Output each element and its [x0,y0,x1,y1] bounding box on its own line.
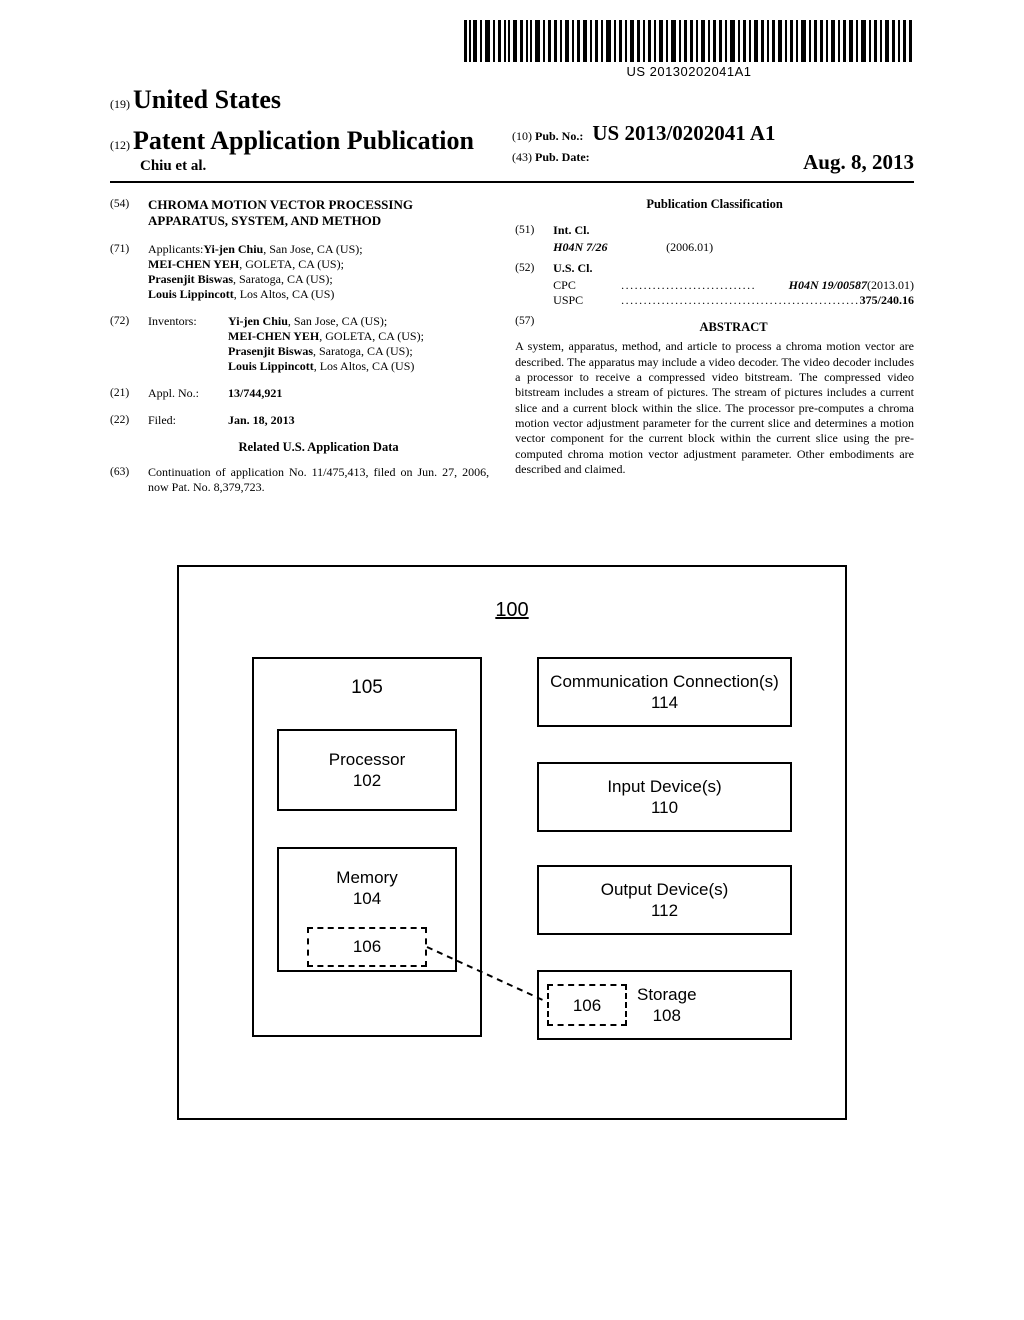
header-country-line: (19) United States [110,85,914,115]
applicant-2: MEI-CHEN YEH [148,257,239,271]
filed-label: Filed: [148,413,228,428]
field-63-num: (63) [110,465,148,495]
doc-type-line: (12) Patent Application Publication [110,126,512,156]
storage-box: 106 Storage 108 [537,970,792,1040]
inventor-3: Prasenjit Biswas [228,344,313,358]
field-22-num: (22) [110,413,148,428]
inventor-1: Yi-jen Chiu [228,314,288,328]
continuation-text: Continuation of application No. 11/475,4… [148,465,489,495]
inventor-2-loc: , GOLETA, CA (US); [319,329,424,343]
int-cl-line: H04N 7/26 (2006.01) [515,240,914,255]
pub-class-title: Publication Classification [515,197,914,213]
cpc-label: CPC [553,278,621,293]
inventors-label: Inventors: [148,314,228,374]
dots: .............................. [621,278,789,293]
output-num: 112 [651,900,678,921]
applicant-2-loc: , GOLETA, CA (US); [239,257,344,271]
code-43: (43) [512,150,532,164]
processor-num: 102 [353,770,381,791]
memory-label: Memory [336,867,397,888]
input-box: Input Device(s) 110 [537,762,792,832]
barcode-text: US 20130202041A1 [464,64,914,79]
applicant-3: Prasenjit Biswas [148,272,233,286]
storage-label: Storage [637,984,697,1005]
comm-label: Communication Connection(s) [550,671,779,692]
uspc-label: USPC [553,293,621,308]
comm-box: Communication Connection(s) 114 [537,657,792,727]
box-106-right-num: 106 [573,995,601,1016]
field-54-num: (54) [110,197,148,230]
field-57-num: (57) [515,314,553,340]
field-71-num: (71) [110,242,148,302]
field-21-num: (21) [110,386,148,401]
int-cl-code: H04N 7/26 [553,240,663,255]
figure-number: 100 [179,599,845,622]
dots-2: ........................................… [621,293,860,308]
author-line: Chiu et al. [110,158,512,175]
pub-no-line: (10) Pub. No.: US 2013/0202041 A1 [512,121,914,146]
field-51-num: (51) [515,223,553,238]
storage-num: 108 [637,1005,697,1026]
cpc-val: H04N 19/00587 [789,278,867,293]
inventors: Yi-jen Chiu, San Jose, CA (US); MEI-CHEN… [228,314,489,374]
processor-label: Processor [329,749,406,770]
cpc-year: (2013.01) [867,278,914,293]
code-12: (12) [110,138,130,152]
inventor-1-loc: , San Jose, CA (US); [288,314,387,328]
abstract-text: A system, apparatus, method, and article… [515,339,914,477]
pub-date-line: (43) Pub. Date: Aug. 8, 2013 [512,150,914,165]
pub-no: US 2013/0202041 A1 [592,121,775,145]
country: United States [133,85,281,114]
code-10: (10) [512,129,532,143]
doc-type: Patent Application Publication [133,126,474,155]
barcode-area: US 20130202041A1 [110,20,914,81]
barcode: US 20130202041A1 [464,20,914,79]
invention-title: CHROMA MOTION VECTOR PROCESSING APPARATU… [148,197,489,230]
us-cl-label: U.S. Cl. [553,261,914,276]
int-cl-label: Int. Cl. [553,223,914,238]
output-label: Output Device(s) [601,879,729,900]
abstract-label: ABSTRACT [553,320,914,336]
applicants: Applicants:Yi-jen Chiu, San Jose, CA (US… [148,242,489,302]
right-column: Publication Classification (51) Int. Cl.… [515,197,914,495]
field-52-num: (52) [515,261,553,276]
applicant-3-loc: , Saratoga, CA (US); [233,272,333,286]
memory-num: 104 [353,888,381,909]
input-num: 110 [651,797,678,818]
pub-date: Aug. 8, 2013 [803,150,914,175]
applicant-1-loc: , San Jose, CA (US); [263,242,362,256]
processor-box: Processor 102 [277,729,457,811]
left-column: (54) CHROMA MOTION VECTOR PROCESSING APP… [110,197,489,495]
box-106-left-num: 106 [353,937,381,957]
appl-no: 13/744,921 [228,386,489,401]
applicants-label: Applicants: [148,242,203,256]
output-box: Output Device(s) 112 [537,865,792,935]
applicant-4: Louis Lippincott [148,287,234,301]
pub-date-label: Pub. Date: [535,150,590,164]
filed-date: Jan. 18, 2013 [228,413,489,428]
inventor-3-loc: , Saratoga, CA (US); [313,344,413,358]
input-label: Input Device(s) [607,776,721,797]
inventor-4: Louis Lippincott [228,359,314,373]
box-106-right: 106 [547,984,627,1026]
related-title: Related U.S. Application Data [110,440,489,456]
applicant-1: Yi-jen Chiu [203,242,263,256]
pub-no-label: Pub. No.: [535,129,583,143]
comm-num: 114 [651,692,678,713]
field-72-num: (72) [110,314,148,374]
inventor-4-loc: , Los Altos, CA (US) [314,359,415,373]
divider [110,181,914,183]
appl-no-label: Appl. No.: [148,386,228,401]
figure-100: 100 105 Processor 102 Memory 104 106 Com… [177,565,847,1120]
inventor-2: MEI-CHEN YEH [228,329,319,343]
box-105-num: 105 [254,677,480,699]
code-19: (19) [110,97,130,111]
box-106-left: 106 [307,927,427,967]
uspc-val: 375/240.16 [860,293,914,308]
applicant-4-loc: , Los Altos, CA (US) [234,287,335,301]
int-cl-year: (2006.01) [666,240,713,254]
